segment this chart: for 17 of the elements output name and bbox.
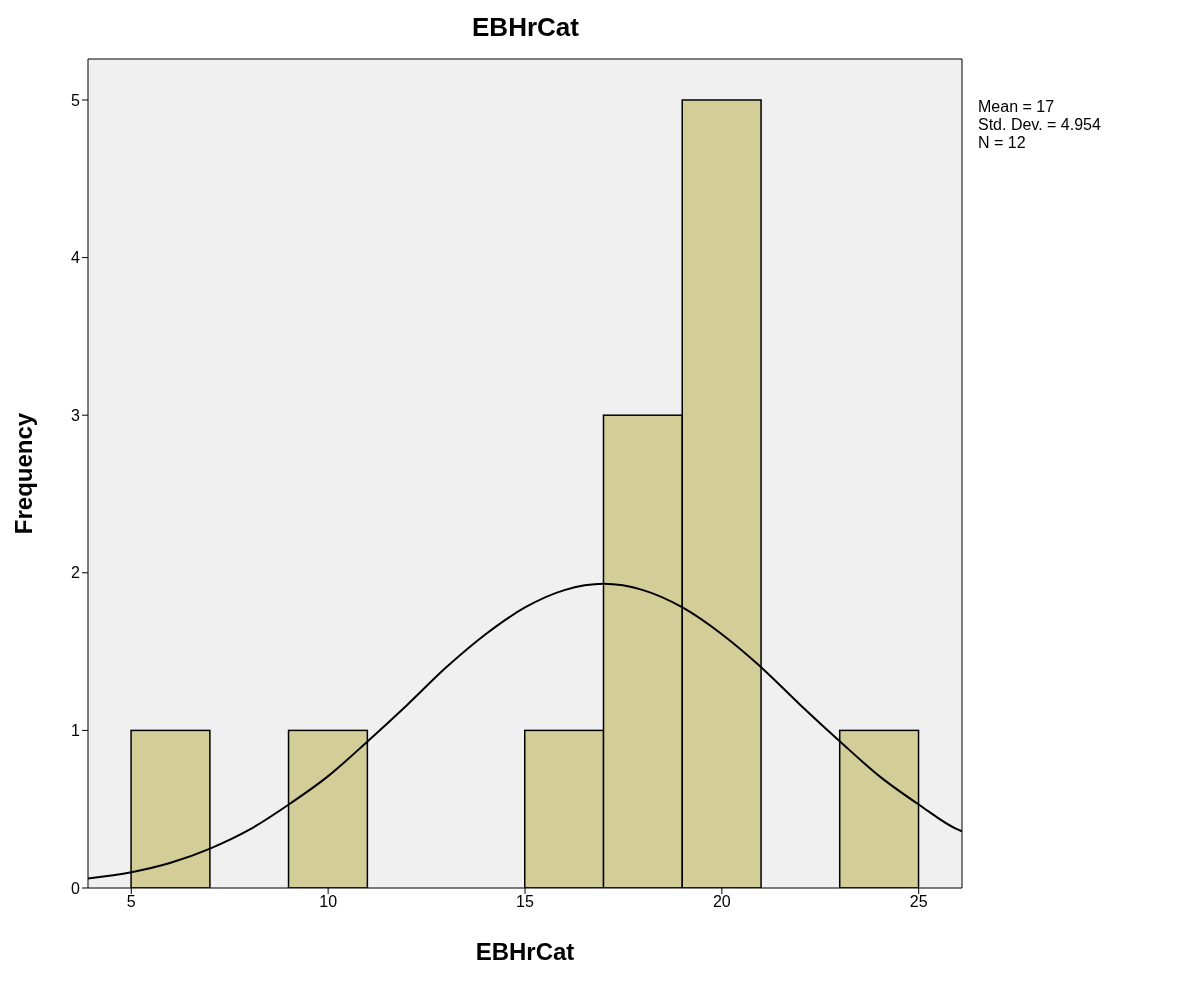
y-tick-label: 0 bbox=[71, 879, 81, 897]
x-tick-label: 10 bbox=[319, 893, 338, 911]
x-tick-label: 5 bbox=[126, 893, 136, 911]
x-tick-label: 20 bbox=[712, 893, 731, 911]
y-tick-label: 4 bbox=[71, 249, 81, 267]
x-axis-title: EBHrCat bbox=[475, 938, 575, 965]
y-tick-label: 3 bbox=[71, 406, 81, 424]
text: Mean = 17 bbox=[978, 98, 1056, 116]
y-tick-label: 1 bbox=[71, 722, 81, 740]
x-tick-label: 25 bbox=[909, 893, 928, 911]
y-axis-title: Frequency bbox=[9, 412, 37, 535]
x-tick-label: 15 bbox=[516, 893, 534, 911]
text: Std. Dev. = 4.954 bbox=[978, 116, 1101, 134]
y-tick-label: 5 bbox=[71, 91, 81, 109]
y-tick-label: 2 bbox=[71, 564, 81, 582]
chart-title: EBHrCat bbox=[471, 12, 580, 43]
text: N = 12 bbox=[978, 134, 1027, 152]
